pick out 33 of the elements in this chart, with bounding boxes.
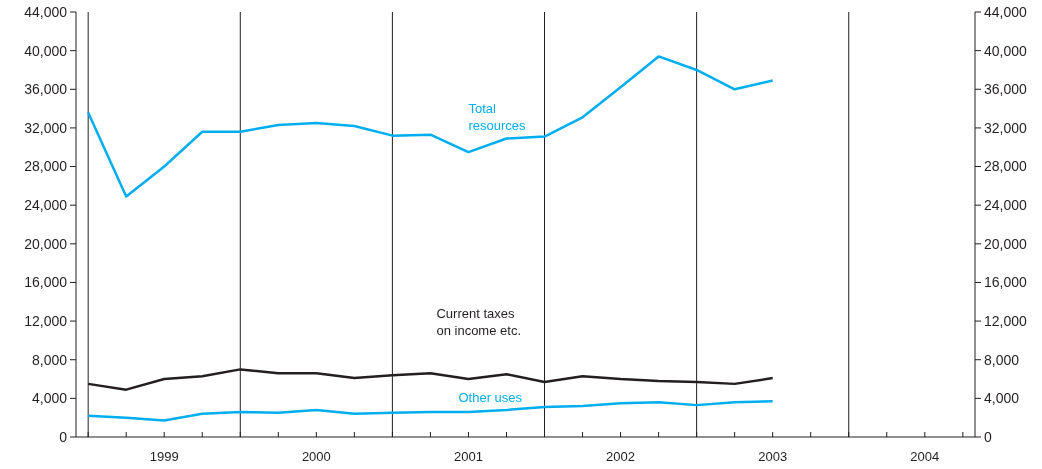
y-tick-label: 16,000 xyxy=(24,274,68,291)
y-tick-label: 12,000 xyxy=(24,312,68,329)
x-tick-label: 2003 xyxy=(758,449,788,464)
y2-tick-label: 40,000 xyxy=(984,42,1028,59)
y-tick-label: 20,000 xyxy=(24,235,68,252)
y-tick-label: 36,000 xyxy=(24,81,68,98)
x-tick-label: 1999 xyxy=(149,449,179,464)
y-tick-label: 32,000 xyxy=(24,119,68,136)
y2-tick-label: 44,000 xyxy=(984,3,1028,20)
x-tick-label: 2000 xyxy=(301,449,331,464)
y-tick-label: 8,000 xyxy=(31,351,68,368)
y2-tick-label: 4,000 xyxy=(984,390,1020,407)
y2-tick-label: 16,000 xyxy=(984,274,1028,291)
y2-tick-label: 0 xyxy=(984,428,992,445)
y2-tick-label: 36,000 xyxy=(984,81,1028,98)
y-tick-label: 28,000 xyxy=(24,158,68,175)
y-tick-label: 4,000 xyxy=(31,390,68,407)
y2-tick-label: 20,000 xyxy=(984,235,1028,252)
series-label: Other uses xyxy=(458,389,523,405)
x-tick-label: 2001 xyxy=(454,449,483,464)
y-tick-label: 24,000 xyxy=(24,197,68,214)
y2-tick-label: 28,000 xyxy=(984,158,1028,175)
x-tick-label: 2004 xyxy=(910,449,940,464)
text: Current taxes on income etc. xyxy=(436,306,521,339)
x-tick-label: 2002 xyxy=(606,449,636,464)
y2-tick-label: 32,000 xyxy=(984,119,1028,136)
y-tick-label: 0 xyxy=(59,428,68,445)
y2-tick-label: 24,000 xyxy=(984,197,1028,214)
y2-tick-label: 12,000 xyxy=(984,312,1028,329)
y-tick-label: 44,000 xyxy=(24,3,68,20)
series-label: Total resources xyxy=(468,101,527,134)
y2-tick-label: 8,000 xyxy=(984,351,1020,368)
y-tick-label: 40,000 xyxy=(24,42,68,59)
